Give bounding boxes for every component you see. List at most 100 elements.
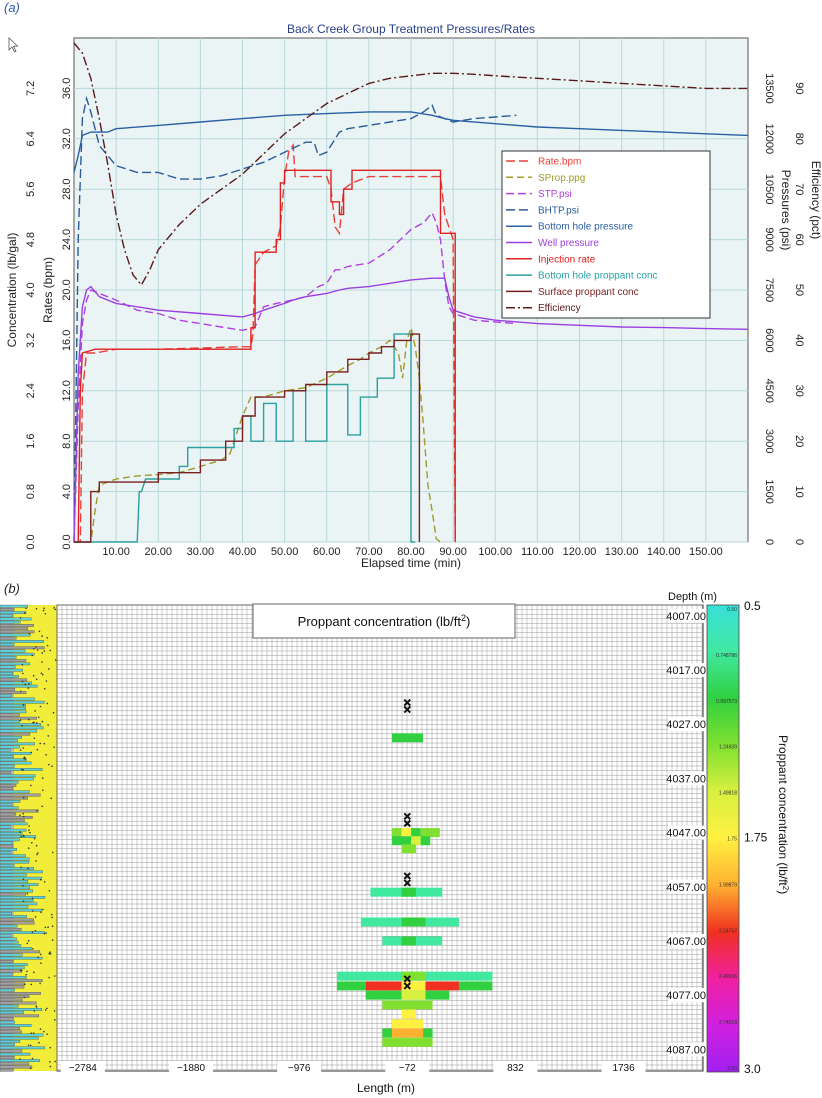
log-layer <box>0 697 35 701</box>
sand-dot <box>37 956 39 959</box>
depth-tick-label: 4057.00 <box>666 882 706 894</box>
length-tick-bg <box>493 1061 538 1073</box>
sand-dot <box>35 646 37 648</box>
y-tick-label-pres: 13500 <box>763 73 775 104</box>
panel-a-label: (a) <box>4 0 20 15</box>
colorbar-small-label: 1.49818 <box>719 791 737 797</box>
log-layer <box>0 988 15 992</box>
log-layer <box>0 876 43 880</box>
sand-dot <box>49 1061 51 1063</box>
sand-dot <box>29 831 31 834</box>
sand-dot <box>34 915 37 918</box>
sand-dot <box>19 1058 21 1060</box>
log-layer <box>0 710 27 714</box>
sand-dot <box>36 748 39 751</box>
log-layer <box>0 844 14 848</box>
sand-dot <box>41 777 44 780</box>
sand-dot <box>39 742 42 745</box>
y-tick-label-rate: 28.0 <box>61 178 73 199</box>
log-layer <box>0 790 30 794</box>
perforation-mark <box>403 982 411 990</box>
sand-dot <box>22 704 25 706</box>
log-layer <box>0 841 13 845</box>
sand-dot <box>35 722 38 724</box>
perforation-mark <box>403 698 411 707</box>
colorbar-label: 1.75 <box>744 831 768 845</box>
proppant-cell <box>401 936 416 946</box>
sand-dot <box>29 1067 32 1070</box>
y-tick-label-eff: 20 <box>793 435 805 447</box>
y-tick-label-pres: 7500 <box>763 278 775 302</box>
log-layer <box>0 940 19 944</box>
log-layer <box>0 656 17 659</box>
sand-dot <box>46 702 49 705</box>
log-layer <box>0 848 17 851</box>
log-layer <box>0 716 37 720</box>
y-tick-label-pres: 1500 <box>763 479 775 503</box>
log-layer <box>0 982 25 986</box>
sand-dot <box>50 913 53 916</box>
sand-dot <box>28 718 30 721</box>
y-tick-label-pres: 12000 <box>763 124 775 155</box>
length-tick-bg <box>60 1061 105 1073</box>
x-tick-label: 100.00 <box>478 546 512 558</box>
sand-dot <box>32 647 35 650</box>
log-layer <box>0 998 23 1002</box>
proppant-cell <box>401 971 426 981</box>
x-tick-label: 130.00 <box>605 546 639 558</box>
sand-dot <box>41 652 44 654</box>
log-layer <box>0 723 42 726</box>
log-layer <box>0 1011 24 1014</box>
sand-dot <box>47 735 50 737</box>
log-layer <box>0 931 45 934</box>
log-layer <box>0 1017 14 1021</box>
depth-label: Depth (m) <box>668 591 717 603</box>
log-layer <box>0 864 15 867</box>
log-layer <box>0 950 41 954</box>
sand-dot <box>29 1044 32 1047</box>
log-layer <box>0 995 30 998</box>
sand-dot <box>41 805 43 808</box>
legend-entry: Rate.bpm <box>538 157 581 168</box>
x-tick-label: 40.00 <box>229 546 257 558</box>
sand-dot <box>50 797 53 800</box>
sand-dot <box>27 939 30 942</box>
sand-dot <box>45 932 47 934</box>
proppant-cell <box>391 1028 424 1038</box>
log-layer <box>0 972 13 976</box>
sand-dot <box>32 674 35 677</box>
proppant-cell <box>401 828 412 838</box>
y-tick-label-conc: 6.4 <box>25 131 37 146</box>
sand-dot <box>22 878 25 881</box>
log-layer <box>0 713 20 717</box>
legend-entry: BHTP.psi <box>538 205 579 216</box>
log-layer <box>0 614 13 618</box>
log-layer <box>0 700 45 704</box>
log-layer <box>0 854 26 858</box>
y-tick-label-rate: 20.0 <box>61 279 73 300</box>
sand-dot <box>41 720 44 723</box>
sand-dot <box>49 1065 52 1068</box>
length-tick-bg <box>168 1061 213 1073</box>
y-tick-label-eff: 10 <box>793 485 805 497</box>
log-layer <box>0 742 35 746</box>
sand-dot <box>39 705 42 708</box>
log-layer <box>0 672 14 675</box>
panel-a-x-ticks: 10.00 20.00 30.00 40.00 50.00 60.00 70.00 80.00… <box>102 546 722 558</box>
sand-dot <box>53 746 55 749</box>
log-layer <box>0 1052 31 1056</box>
depth-tick-label: 4017.00 <box>666 665 706 677</box>
y-tick-label-rate: 8.0 <box>61 434 73 449</box>
log-layer <box>0 860 30 864</box>
sand-dot <box>22 672 24 675</box>
depth-tick-bg <box>668 663 708 678</box>
y-tick-label-conc: 0.0 <box>25 534 37 549</box>
length-ticks: −2784 −1880 −976 −72 832 1736 <box>60 1061 646 1074</box>
log-layer <box>0 780 19 784</box>
log-layer <box>0 985 25 989</box>
sand-dot <box>31 841 33 844</box>
sand-dot <box>41 661 43 663</box>
sand-dot <box>19 616 22 619</box>
sand-dot <box>19 690 22 693</box>
sand-dot <box>37 852 39 854</box>
